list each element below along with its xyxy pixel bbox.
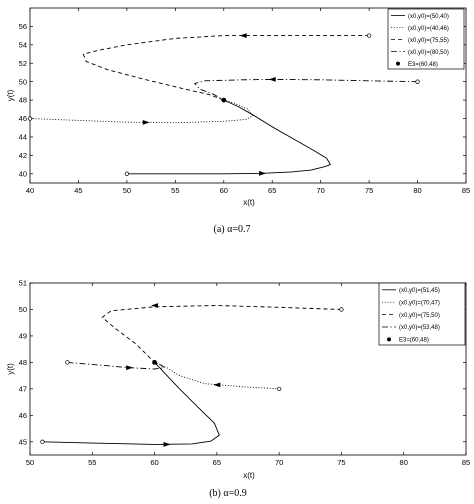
y-axis-label: y(t): [6, 89, 15, 101]
x-tick-label: 80: [400, 458, 408, 467]
y-tick-label: 45: [19, 437, 27, 446]
x-tick-label: 45: [74, 186, 82, 195]
direction-arrow: [239, 33, 247, 39]
x-tick-label: 65: [213, 458, 221, 467]
x-tick-label: 85: [462, 186, 470, 195]
direction-arrow: [151, 303, 159, 308]
series-start-point: [27, 116, 33, 121]
series-start-point: [276, 386, 282, 391]
legend-label: (x0,y0)=(51,45): [399, 288, 440, 294]
series-line-dashed: [101, 305, 342, 363]
direction-arrow: [213, 382, 221, 388]
chart-panel-a: 40 45 50 55 60 65 70 75 80 85 40 42 44 46 48 50 52 54 56 x(…: [6, 7, 470, 235]
series-start-point: [65, 360, 70, 365]
x-tick-label: 60: [150, 458, 158, 467]
legend-marker-equilibrium: [396, 61, 400, 66]
legend-label: (x0,y0)=(70,47): [399, 300, 440, 306]
x-tick-label: 75: [337, 458, 345, 467]
legend-label: (x0,y0)=(75,50): [399, 313, 440, 319]
y-tick-label: 42: [19, 151, 27, 160]
y-tick-label: 54: [19, 40, 27, 49]
chart-panel-b: 50 55 60 65 70 75 80 85 45 46 47 48 49 50 51 x(t) y(t) (b…: [6, 279, 470, 499]
y-axis-label: y(t): [6, 363, 15, 375]
series-line-solid: [42, 362, 220, 445]
y-tick-label: 52: [19, 59, 27, 68]
legend-box: [387, 8, 465, 70]
equilibrium-point: [152, 359, 157, 365]
y-tick-label: 40: [19, 169, 27, 178]
legend-label: E3=(60,48): [399, 338, 429, 344]
series-line-solid: [126, 99, 331, 175]
series-start-point: [339, 307, 344, 312]
series-line-dashdot: [194, 78, 418, 101]
direction-arrow: [163, 442, 171, 447]
x-tick-label: 50: [26, 458, 34, 467]
legend-label: (x0,y0)=(53,48): [399, 325, 440, 331]
legend-label: (x0,y0)=(40,46): [408, 26, 449, 32]
series-start-point: [366, 33, 372, 38]
series-line-dashdot: [67, 361, 165, 370]
series-start-point: [415, 79, 420, 84]
legend: (x0,y0)=(51,45) (x0,y0)=(70,47) (x0,y0)=(7…: [378, 282, 466, 346]
y-tick-label: 51: [19, 279, 27, 288]
y-tick-label: 50: [19, 305, 27, 314]
x-tick-label: 70: [275, 458, 283, 467]
x-tick-label: 50: [123, 186, 131, 195]
y-tick-label: 46: [19, 114, 27, 123]
legend-label: E3=(60,48): [408, 62, 438, 68]
x-tick-label: 80: [413, 186, 421, 195]
x-tick-label: 55: [171, 186, 179, 195]
x-axis-label: x(t): [243, 198, 255, 207]
panel-caption: (a) α=0.7: [214, 224, 251, 235]
legend-label: (x0,y0)=(50,40): [408, 14, 449, 20]
series-start-point: [40, 439, 45, 444]
x-tick-label: 70: [316, 186, 324, 195]
x-tick-label: 65: [268, 186, 276, 195]
direction-arrow: [126, 365, 134, 371]
legend-label: (x0,y0)=(75,55): [408, 38, 449, 44]
x-tick-label: 60: [220, 186, 228, 195]
y-tick-label: 50: [19, 77, 27, 86]
plot-frame: [29, 7, 467, 184]
y-tick-label: 47: [19, 384, 27, 393]
direction-arrow: [142, 119, 150, 125]
series-start-point: [124, 171, 130, 176]
legend-marker-equilibrium: [387, 337, 391, 342]
y-tick-label: 56: [19, 22, 27, 31]
x-tick-label: 40: [26, 186, 34, 195]
plot-frame: [29, 282, 467, 456]
series-line-dashed: [82, 35, 370, 101]
legend-box: [378, 282, 466, 346]
x-tick-label: 55: [88, 458, 96, 467]
y-tick-label: 46: [19, 411, 27, 420]
legend-label: (x0,y0)=(80,50): [408, 50, 449, 56]
legend: (x0,y0)=(50,40) (x0,y0)=(40,46) (x0,y0)=(7…: [387, 8, 465, 70]
y-tick-label: 48: [19, 96, 27, 105]
series-line-dotted: [29, 99, 254, 124]
y-tick-label: 44: [19, 133, 27, 142]
x-tick-label: 75: [365, 186, 373, 195]
y-tick-label: 49: [19, 332, 27, 341]
x-tick-label: 85: [462, 458, 470, 467]
series-line-dotted: [154, 361, 280, 390]
x-axis-label: x(t): [243, 471, 255, 480]
direction-arrow: [268, 76, 276, 82]
panel-caption: (b) α=0.9: [209, 488, 247, 499]
y-tick-label: 48: [19, 358, 27, 367]
equilibrium-point: [221, 97, 227, 103]
direction-arrow: [259, 170, 267, 176]
